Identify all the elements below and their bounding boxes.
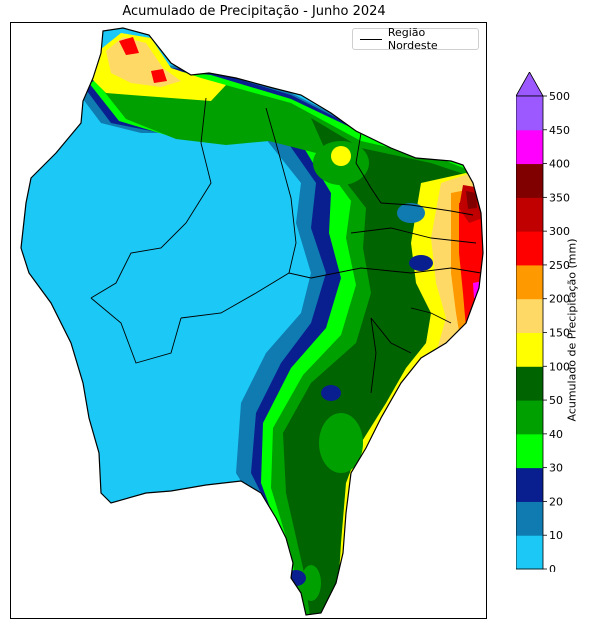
colorbar-segment [516, 231, 543, 266]
colorbar-tick-label: 450 [549, 124, 570, 137]
colorbar-tick-label: 300 [549, 225, 570, 238]
border-pb-pe [350, 227, 477, 244]
colorbar-tick-label: 150 [549, 327, 570, 340]
state-borders [90, 97, 482, 394]
border-se-ba [370, 317, 412, 354]
ne-region-outline [20, 27, 484, 616]
band-250-300 [459, 198, 483, 343]
map-frame [10, 22, 487, 619]
colorbar-tick-label: 250 [549, 259, 570, 272]
colorbar-segment [516, 400, 543, 435]
colorbar-tick-label: 20 [549, 495, 563, 508]
colorbar-segment [516, 197, 543, 232]
border-pe-al [310, 267, 482, 279]
colorbar-segment [516, 467, 543, 502]
map-legend: Região Nordeste [352, 26, 479, 52]
border-al-se [410, 307, 452, 324]
border-ma-pi [90, 97, 212, 299]
north-coast-red [119, 37, 139, 55]
colorbar-segment [516, 129, 543, 165]
colorbar-segment [516, 535, 543, 570]
colorbar-segment [516, 298, 543, 333]
lobe-blue-3 [321, 385, 341, 401]
colorbar-tick-label: 200 [549, 293, 570, 306]
colorbar-segment [516, 433, 543, 469]
colorbar-tick-label: 40 [549, 428, 563, 441]
colorbar-segment [516, 332, 543, 367]
colorbar-tick-label: 100 [549, 360, 570, 373]
legend-line-swatch [360, 38, 382, 40]
colorbar-tick-label: 400 [549, 158, 570, 171]
colorbar-segment [516, 501, 543, 536]
colorbar-tick-label: 10 [549, 529, 563, 542]
colorbar-segment [516, 96, 543, 131]
lobe-blue-2 [409, 255, 433, 271]
lobe-blue-4 [286, 570, 306, 586]
border-pi-ba [180, 272, 312, 319]
lobe-blue-1 [397, 203, 425, 223]
lobe-green-3 [301, 565, 321, 601]
colorbar-tick-label: 0 [549, 563, 556, 572]
colorbar-label: Acumulado de Precipitação (mm) [565, 238, 579, 422]
colorbar-extend-triangle [516, 72, 544, 97]
colorbar: 0 10 20 30 40 50 100 150 200 250 300 350 400 450 500 [516, 72, 570, 572]
lobe-green-2 [319, 413, 363, 473]
border-ma-to [90, 297, 182, 364]
colorbar-tick-label: 50 [549, 394, 563, 407]
border-ce-rn [355, 132, 382, 204]
colorbar-segment [516, 163, 543, 198]
border-pi-ce [265, 107, 297, 274]
colorbar-segment [516, 264, 543, 300]
band-350-400 [466, 191, 477, 209]
colorbar-tick-label: 30 [549, 462, 563, 475]
colorbar-tick-label: 500 [549, 90, 570, 103]
border-rn-pb [380, 202, 474, 216]
lobe-yellow-1 [331, 146, 351, 166]
legend-label: Região Nordeste [387, 26, 438, 52]
map-title: Acumulado de Precipitação - Junho 2024 [122, 4, 386, 19]
colorbar-segment [516, 366, 543, 401]
north-coast-red-2 [151, 69, 167, 83]
border-ba-inner [370, 317, 377, 394]
colorbar-tick-label: 350 [549, 191, 570, 204]
precipitation-map [20, 27, 484, 616]
